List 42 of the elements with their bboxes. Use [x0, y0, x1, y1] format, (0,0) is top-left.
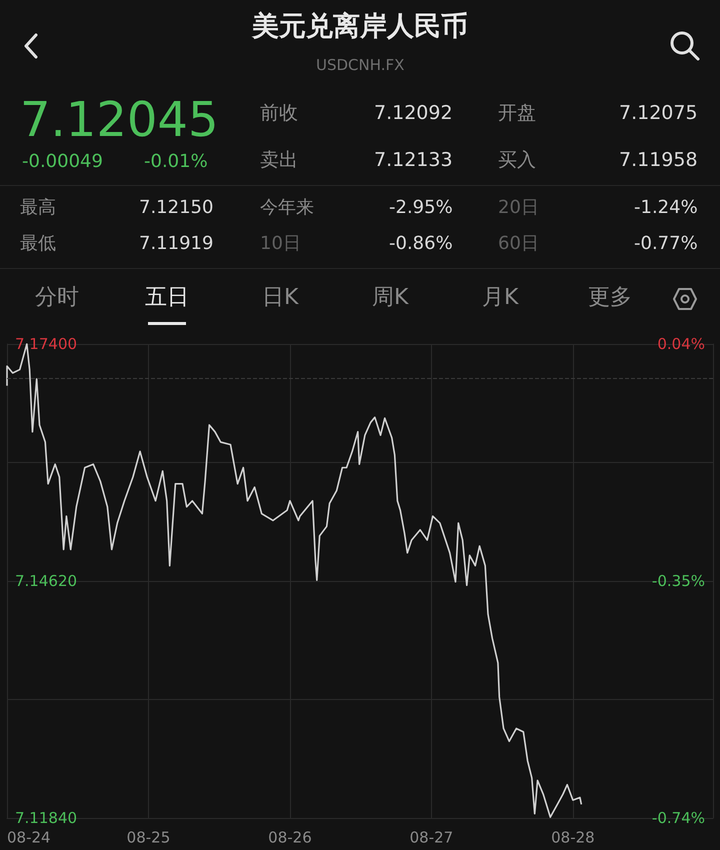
- x-tick-label: 08-26: [268, 828, 312, 846]
- text: -0.01%: [144, 151, 208, 172]
- text: 今年来: [260, 197, 314, 218]
- text: 60日: [498, 233, 539, 254]
- text: -0.86%: [389, 233, 453, 254]
- text: -0.77%: [634, 233, 698, 254]
- text: 周K: [372, 285, 408, 310]
- text: 7.12150: [139, 197, 214, 218]
- text: 卖出: [260, 148, 298, 170]
- text: 前收: [260, 102, 298, 124]
- text: 月K: [482, 285, 518, 310]
- text: 7.12075: [619, 102, 698, 124]
- text: 最高: [20, 197, 56, 218]
- text: 20日: [498, 197, 539, 218]
- text: 最低: [20, 233, 56, 254]
- y2-tick-label: 0.04%: [657, 335, 705, 353]
- chart-title: 美元兑离岸人民币: [252, 10, 468, 42]
- chart-subtitle: USDCNH.FX: [316, 56, 404, 74]
- text: 五日: [145, 285, 189, 310]
- text: 开盘: [498, 102, 536, 124]
- text: 7.12092: [374, 102, 453, 124]
- text: 10日: [260, 233, 301, 254]
- text: -2.95%: [389, 197, 453, 218]
- text: -1.24%: [634, 197, 698, 218]
- x-tick-label: 08-28: [551, 828, 595, 846]
- y-tick-label: 7.14620: [15, 572, 78, 590]
- y-tick-label: 7.17400: [15, 335, 78, 353]
- text: 买入: [498, 148, 536, 170]
- text: 7.12133: [374, 148, 453, 170]
- x-tick-label: 08-25: [126, 828, 170, 846]
- text: 7.11958: [619, 148, 698, 170]
- x-tick-label: 08-24: [7, 828, 51, 846]
- text: -0.00049: [22, 151, 103, 172]
- y2-tick-label: -0.35%: [652, 572, 705, 590]
- x-tick-label: 08-27: [410, 828, 454, 846]
- text: 分时: [35, 285, 79, 310]
- text: 7.12045: [20, 92, 218, 148]
- text: 7.11919: [139, 233, 214, 254]
- text: 更多: [588, 285, 632, 310]
- y-tick-label: 7.11840: [15, 809, 78, 827]
- text: 日K: [262, 285, 298, 310]
- y2-tick-label: -0.74%: [652, 809, 705, 827]
